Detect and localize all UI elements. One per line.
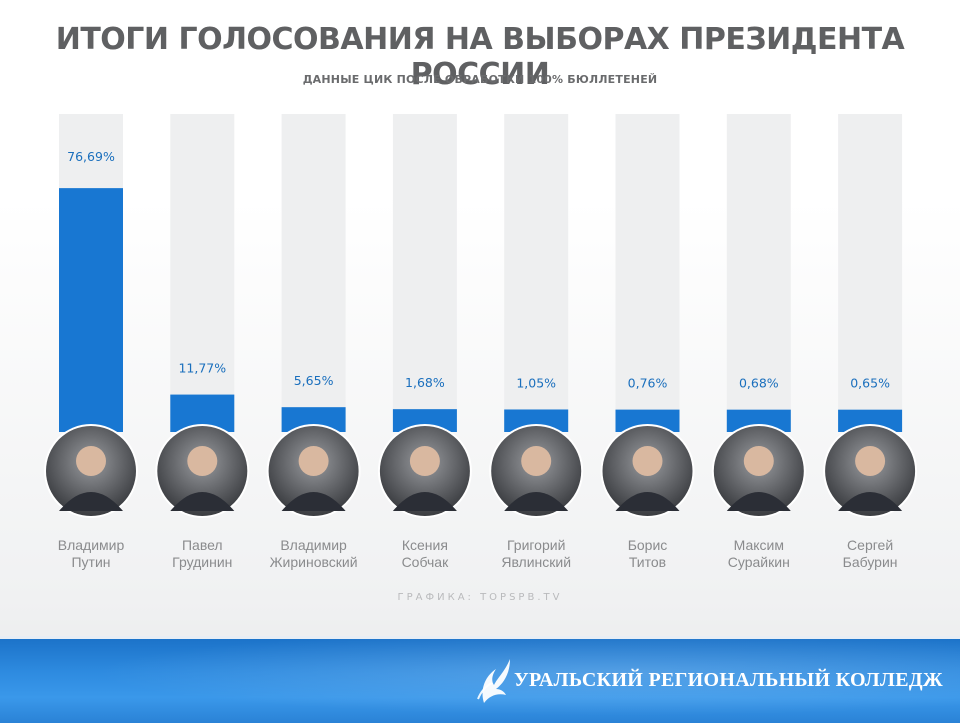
category-label-last: Явлинский bbox=[501, 554, 571, 570]
avatar-body bbox=[170, 492, 235, 511]
bar-track bbox=[170, 114, 235, 432]
bar bbox=[615, 409, 680, 432]
avatar-face bbox=[743, 446, 774, 476]
bar-track bbox=[838, 114, 903, 432]
bar-track bbox=[392, 114, 457, 432]
category-label-last: Бабурин bbox=[843, 554, 898, 570]
value-label: 1,05% bbox=[516, 375, 556, 390]
college-logo-icon bbox=[477, 659, 510, 703]
bar bbox=[726, 409, 791, 432]
bar-track bbox=[281, 114, 346, 432]
category-label-first: Максим bbox=[734, 537, 784, 553]
category-label-last: Сурайкин bbox=[728, 554, 790, 570]
value-label: 5,65% bbox=[294, 373, 334, 388]
category-label-last: Собчак bbox=[402, 554, 450, 570]
avatar-face bbox=[855, 446, 886, 476]
avatar-body bbox=[281, 492, 346, 511]
bar bbox=[392, 409, 457, 432]
avatar-face bbox=[76, 446, 106, 476]
category-label-last: Путин bbox=[71, 554, 110, 570]
chart-subtitle: ДАННЫЕ ЦИК ПОСЛЕ ОБРАБОТКИ 100% БЮЛЛЕТЕН… bbox=[302, 73, 658, 86]
bar bbox=[838, 409, 903, 432]
bar bbox=[59, 188, 123, 432]
avatar-body bbox=[615, 492, 680, 511]
value-label: 1,68% bbox=[405, 375, 445, 390]
category-label-first: Борис bbox=[628, 537, 668, 553]
value-label: 11,77% bbox=[178, 361, 226, 376]
category-label-last: Жириновский bbox=[270, 554, 358, 570]
category-label-first: Владимир bbox=[58, 537, 125, 553]
footer-college-name: УРАЛЬСКИЙ РЕГИОНАЛЬНЫЙ КОЛЛЕДЖ bbox=[514, 669, 943, 691]
value-label: 0,68% bbox=[739, 376, 779, 391]
avatar-face bbox=[521, 446, 552, 476]
value-label: 0,65% bbox=[850, 376, 890, 391]
avatar-body bbox=[726, 492, 791, 511]
category-label-last: Титов bbox=[629, 554, 666, 570]
value-label: 76,69% bbox=[67, 149, 115, 164]
bar bbox=[504, 409, 569, 432]
avatar-body bbox=[504, 492, 569, 511]
bar-chart: 76,69%ВладимирПутин11,77%ПавелГрудинин5,… bbox=[44, 114, 918, 570]
avatar-body bbox=[392, 492, 457, 511]
avatar-body bbox=[59, 492, 123, 511]
value-label: 0,76% bbox=[628, 376, 668, 391]
avatar-body bbox=[838, 492, 903, 511]
avatar-face bbox=[632, 446, 663, 476]
bar-track bbox=[615, 114, 680, 432]
footer-glow bbox=[0, 639, 960, 723]
avatar-face bbox=[298, 446, 329, 476]
graphics-credit: ГРАФИКА: TOPSPB.TV bbox=[397, 592, 563, 603]
avatar-face bbox=[409, 446, 440, 476]
category-label-first: Григорий bbox=[507, 537, 565, 553]
category-label-first: Павел bbox=[182, 537, 223, 553]
category-label-first: Владимир bbox=[280, 537, 347, 553]
category-label-last: Грудинин bbox=[172, 554, 232, 570]
avatar-face bbox=[187, 446, 218, 476]
category-label-first: Сергей bbox=[847, 537, 893, 553]
category-label-first: Ксения bbox=[402, 537, 448, 553]
bar-track bbox=[504, 114, 569, 432]
bar-track bbox=[726, 114, 791, 432]
chart-title: ИТОГИ ГОЛОСОВАНИЯ НА ВЫБОРАХ ПРЕЗИДЕНТА … bbox=[55, 22, 905, 92]
footer-banner: УРАЛЬСКИЙ РЕГИОНАЛЬНЫЙ КОЛЛЕДЖ bbox=[0, 636, 960, 723]
